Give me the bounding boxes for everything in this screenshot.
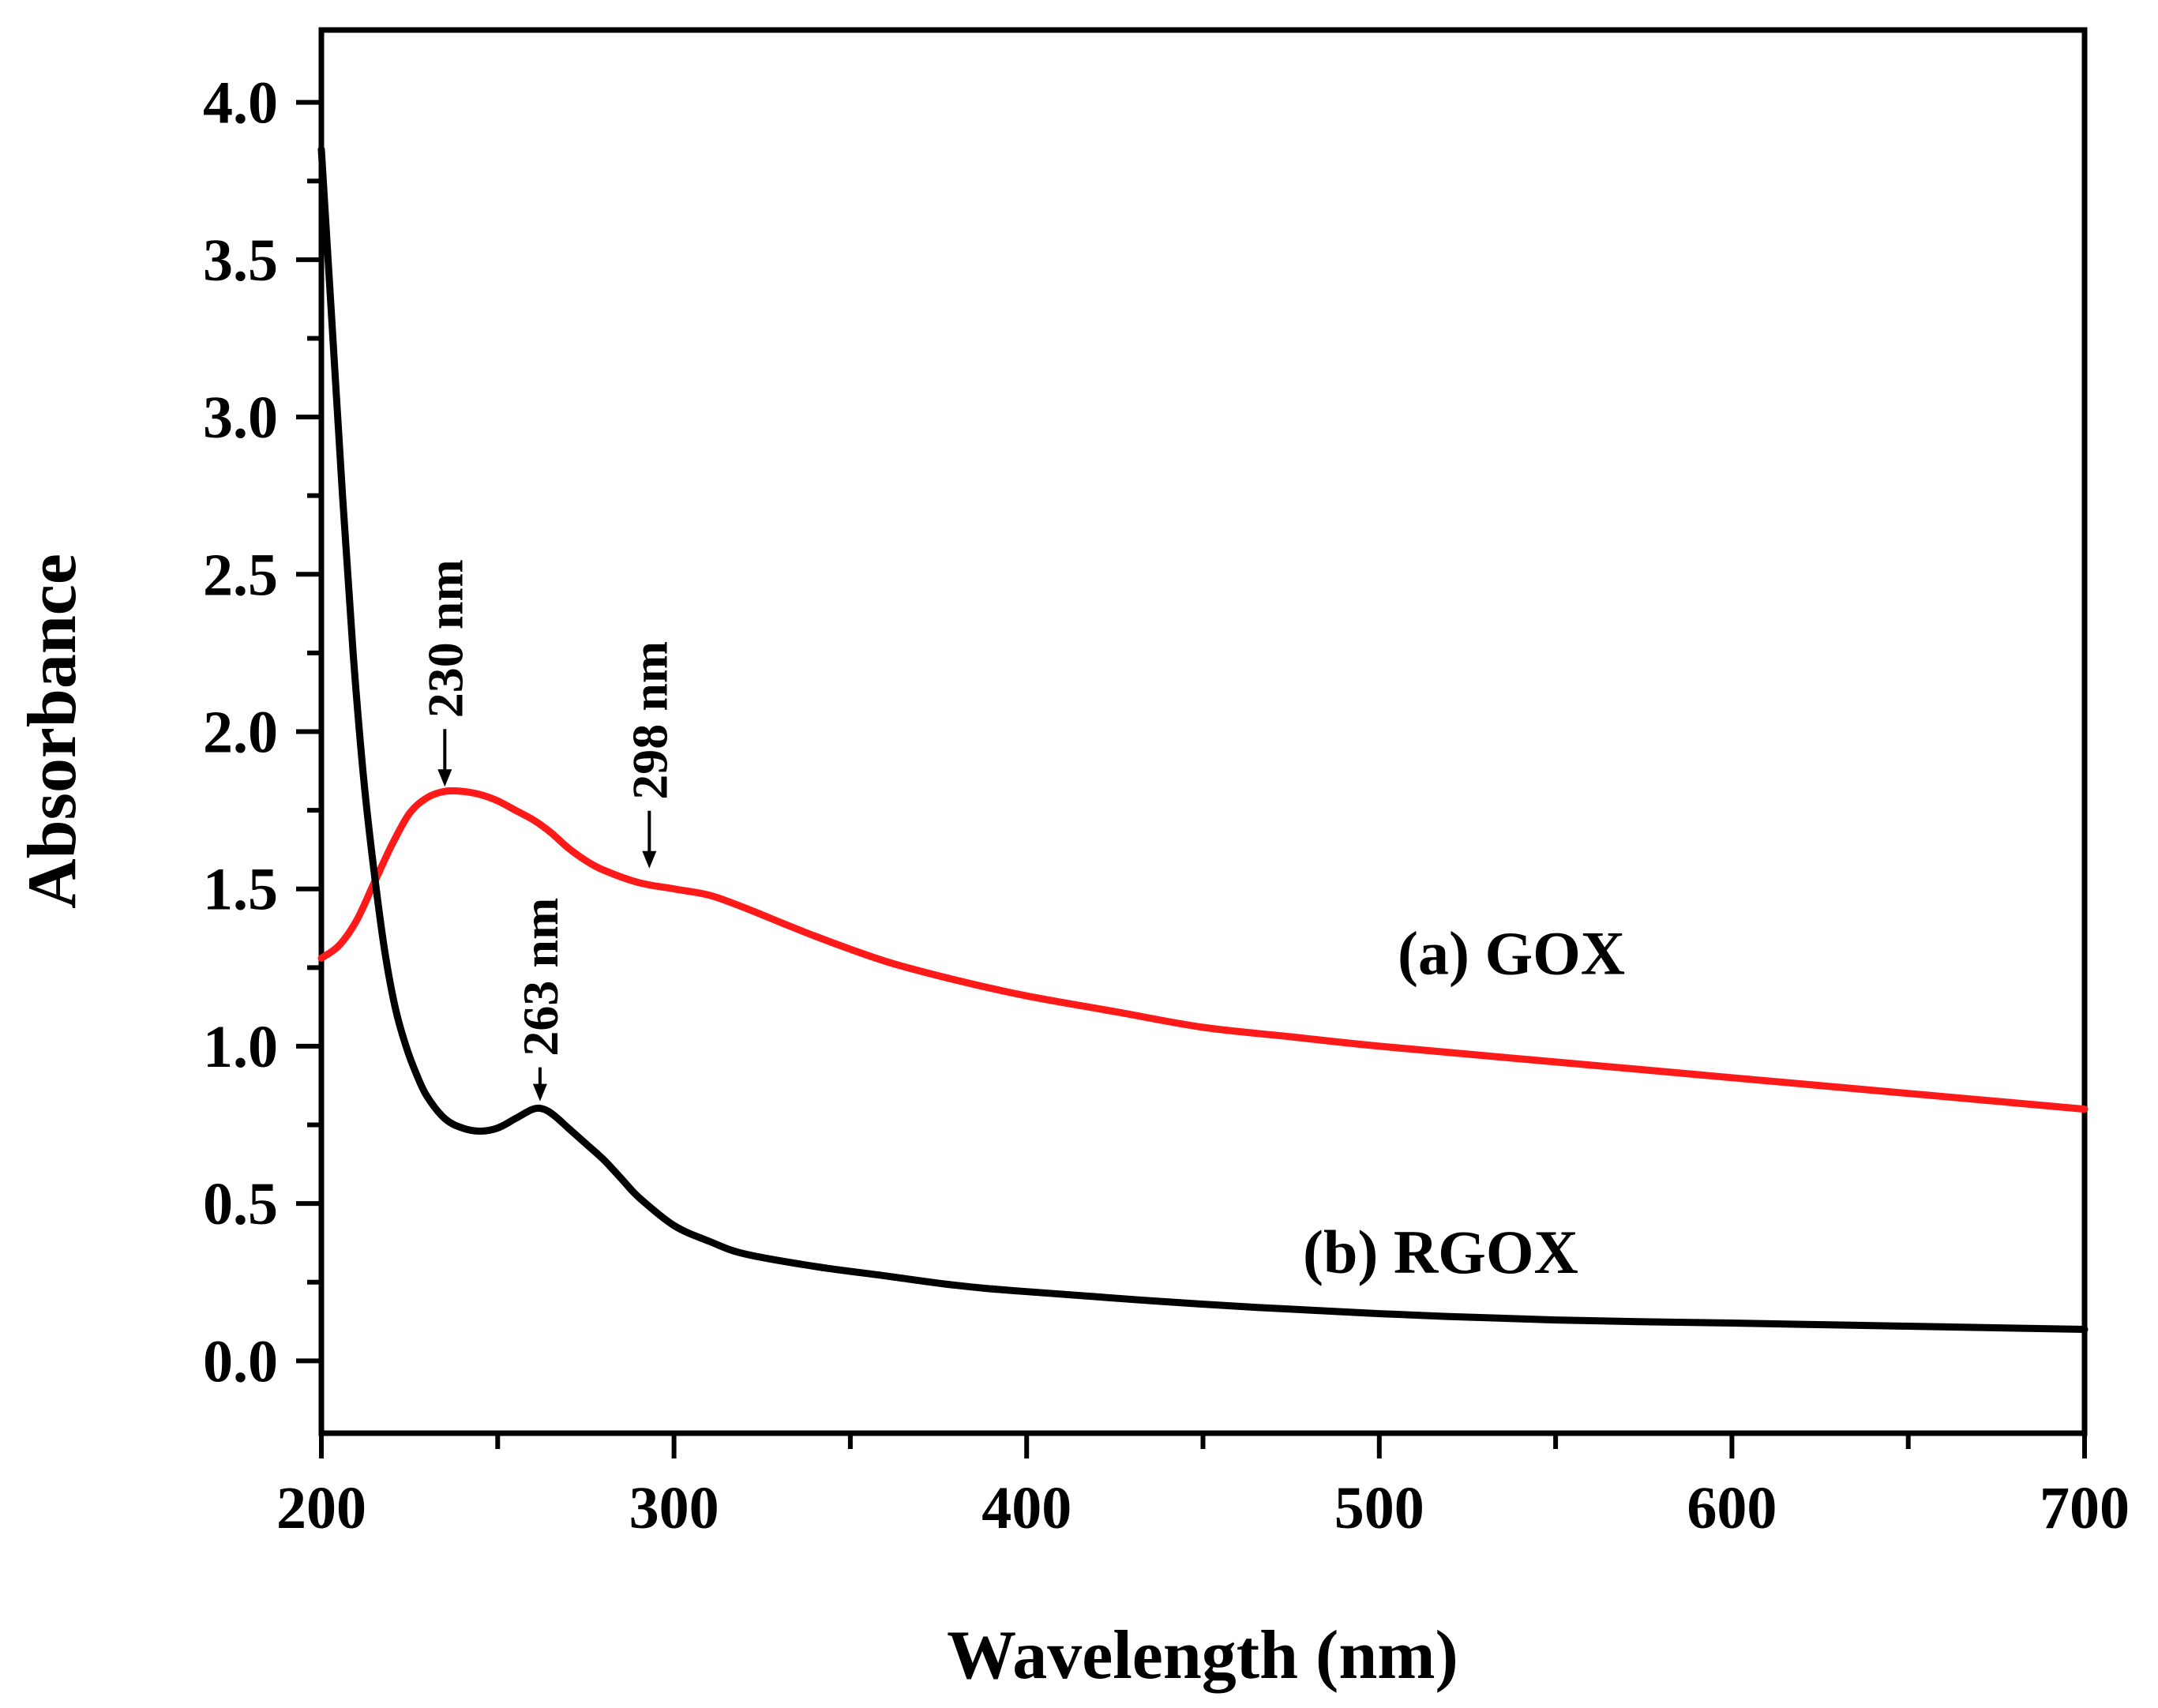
y-tick-label: 3.5 bbox=[203, 227, 278, 294]
series-label-gox: (a) GOX bbox=[1398, 918, 1625, 987]
x-tick-label: 500 bbox=[1334, 1475, 1424, 1541]
annotation-arrow-head bbox=[437, 769, 452, 787]
y-axis-title: Absorbance bbox=[14, 554, 91, 909]
x-tick-label: 700 bbox=[2040, 1475, 2130, 1541]
annotation-263-nm: 263 nm bbox=[512, 898, 569, 1102]
series-line-rgox bbox=[317, 145, 2089, 1333]
series-line-gox bbox=[317, 786, 2089, 1113]
y-tick-label: 1.5 bbox=[203, 857, 278, 923]
axis-tick-labels: 200 300 400 500 600 700 0.0 0.5 1.0 1.5 2.0 2.5 3.0 3… bbox=[203, 70, 2130, 1541]
y-tick-label: 3.0 bbox=[203, 385, 278, 451]
annotations-layer: 230 nm 298 nm 263 nm bbox=[417, 559, 677, 1102]
y-tick-label: 2.0 bbox=[203, 700, 278, 766]
annotation-230-nm: 230 nm bbox=[417, 559, 473, 787]
annotation-label: 298 nm bbox=[621, 641, 677, 800]
x-tick-label: 400 bbox=[981, 1475, 1071, 1541]
x-axis-title: Wavelength (nm) bbox=[947, 1617, 1458, 1694]
y-tick-label: 1.0 bbox=[203, 1014, 278, 1080]
annotation-arrow-head bbox=[642, 850, 657, 869]
annotation-arrow-head bbox=[532, 1083, 547, 1102]
x-tick-label: 300 bbox=[629, 1475, 719, 1541]
y-tick-label: 4.0 bbox=[203, 70, 278, 137]
series-label-rgox: (b) RGOX bbox=[1303, 1218, 1578, 1286]
annotation-label: 263 nm bbox=[512, 898, 569, 1057]
annotation-label: 230 nm bbox=[417, 559, 473, 718]
x-tick-label: 200 bbox=[276, 1475, 366, 1541]
x-tick-label: 600 bbox=[1687, 1475, 1777, 1541]
y-tick-label: 0.0 bbox=[203, 1328, 278, 1395]
series-layer bbox=[317, 145, 2089, 1333]
annotation-298-nm: 298 nm bbox=[621, 641, 677, 869]
plot-frame bbox=[318, 27, 2088, 1436]
axis-ticks bbox=[296, 99, 2087, 1458]
y-tick-label: 0.5 bbox=[203, 1171, 278, 1237]
y-tick-label: 2.5 bbox=[203, 542, 278, 608]
